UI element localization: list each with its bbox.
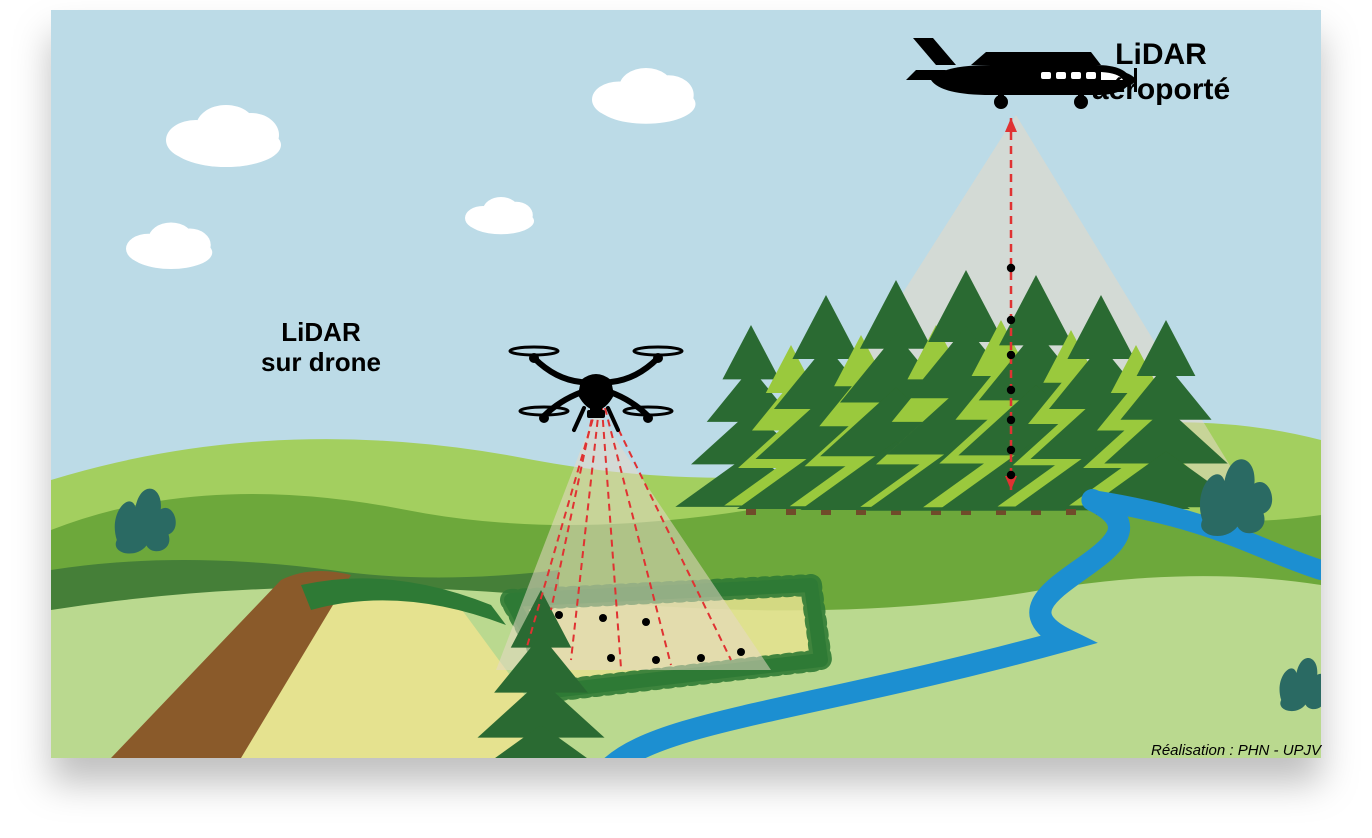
label-drone: LiDAR sur drone: [241, 318, 401, 378]
label-plane-line2: aéroporté: [1092, 73, 1230, 106]
label-drone-line2: sur drone: [261, 347, 381, 377]
credit-text: Réalisation : PHN - UPJV: [1151, 742, 1321, 759]
label-plane-line1: LiDAR: [1115, 38, 1207, 71]
label-plane: LiDAR aéroporté: [1071, 38, 1251, 107]
label-drone-line1: LiDAR: [281, 317, 360, 347]
